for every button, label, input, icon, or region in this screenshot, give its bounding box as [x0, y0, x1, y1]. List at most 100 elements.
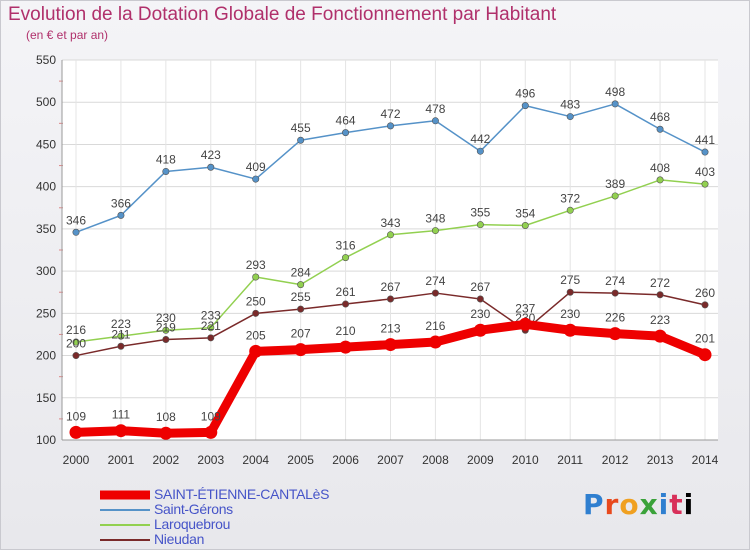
- data-point: [653, 329, 667, 343]
- data-point: [521, 102, 529, 110]
- data-label: 223: [111, 317, 131, 331]
- legend-item-saint-gerons: Saint-Gérons: [100, 501, 460, 517]
- x-tick-label: 2013: [647, 453, 674, 467]
- data-point: [162, 167, 170, 175]
- data-label: 403: [695, 165, 715, 179]
- data-point: [252, 175, 260, 183]
- data-point: [342, 254, 350, 262]
- data-label: 109: [201, 409, 221, 423]
- data-label: 274: [425, 274, 445, 288]
- chart-subtitle: (en € et par an): [26, 28, 109, 42]
- legend: SAINT-ÉTIENNE-CANTALèS Saint-Gérons Laro…: [100, 486, 460, 547]
- legend-item-saint-etienne-cantales: SAINT-ÉTIENNE-CANTALèS: [100, 486, 460, 502]
- data-point: [428, 335, 442, 349]
- data-point: [608, 327, 622, 341]
- data-label: 207: [291, 327, 311, 341]
- data-point: [518, 317, 532, 331]
- data-point: [656, 125, 664, 133]
- data-label: 216: [66, 323, 86, 337]
- data-point: [611, 289, 619, 297]
- data-point: [431, 289, 439, 297]
- data-label: 267: [380, 280, 400, 294]
- y-tick-label: 300: [36, 264, 56, 278]
- data-label: 496: [515, 87, 535, 101]
- data-label: 389: [605, 177, 625, 191]
- x-tick-label: 2002: [153, 453, 180, 467]
- data-label: 483: [560, 98, 580, 112]
- x-tick-label: 2010: [512, 453, 539, 467]
- data-label: 272: [650, 276, 670, 290]
- data-point: [162, 336, 170, 344]
- data-label: 205: [246, 328, 266, 342]
- data-point: [611, 192, 619, 200]
- y-tick-label: 250: [36, 306, 56, 320]
- x-tick-label: 2007: [377, 453, 404, 467]
- data-point: [342, 300, 350, 308]
- data-point: [72, 228, 80, 236]
- data-label: 226: [605, 311, 625, 325]
- data-label: 219: [156, 321, 176, 335]
- data-label: 418: [156, 152, 176, 166]
- data-point: [566, 288, 574, 296]
- data-label: 442: [470, 132, 490, 146]
- data-point: [72, 338, 80, 346]
- x-tick-label: 2000: [63, 453, 90, 467]
- data-point: [698, 348, 712, 362]
- data-point: [521, 222, 529, 230]
- data-label: 250: [246, 294, 266, 308]
- data-label: 316: [336, 239, 356, 253]
- data-point: [566, 206, 574, 214]
- data-label: 237: [515, 301, 535, 315]
- x-tick-label: 2012: [602, 453, 629, 467]
- data-point: [117, 342, 125, 350]
- data-label: 343: [380, 216, 400, 230]
- y-tick-label: 450: [36, 137, 56, 151]
- data-point: [204, 425, 218, 439]
- data-label: 464: [336, 114, 356, 128]
- data-label: 260: [695, 286, 715, 300]
- y-tick-label: 550: [36, 53, 56, 67]
- x-tick-label: 2009: [467, 453, 494, 467]
- data-label: 441: [695, 133, 715, 147]
- data-label: 221: [201, 319, 221, 333]
- data-point: [297, 136, 305, 144]
- data-label: 366: [111, 196, 131, 210]
- data-label: 455: [291, 121, 311, 135]
- data-label: 284: [291, 266, 311, 280]
- data-point: [701, 180, 709, 188]
- y-tick-label: 150: [36, 391, 56, 405]
- legend-swatch: [100, 508, 150, 511]
- data-point: [294, 343, 308, 357]
- data-point: [249, 344, 263, 358]
- legend-label: Laroquebrou: [154, 516, 231, 532]
- data-label: 472: [380, 107, 400, 121]
- data-point: [297, 305, 305, 313]
- data-point: [207, 163, 215, 171]
- data-point: [431, 117, 439, 125]
- data-label: 211: [111, 327, 130, 341]
- legend-label: Saint-Gérons: [154, 501, 233, 517]
- data-label: 223: [650, 313, 670, 327]
- data-label: 354: [515, 207, 535, 221]
- data-label: 261: [336, 285, 356, 299]
- data-point: [476, 147, 484, 155]
- data-label: 201: [695, 332, 715, 346]
- data-point: [476, 295, 484, 303]
- data-label: 409: [246, 160, 266, 174]
- data-point: [656, 176, 664, 184]
- data-point: [384, 338, 397, 352]
- data-point: [252, 309, 260, 317]
- data-point: [563, 323, 577, 337]
- y-tick-label: 500: [36, 95, 56, 109]
- x-tick-label: 2001: [108, 453, 135, 467]
- data-label: 274: [605, 274, 625, 288]
- data-label: 216: [425, 319, 445, 333]
- y-tick-label: 200: [36, 349, 56, 363]
- legend-swatch: [100, 490, 150, 499]
- data-label: 468: [650, 110, 670, 124]
- data-label: 275: [560, 273, 580, 287]
- data-label: 230: [470, 307, 490, 321]
- data-label: 109: [66, 409, 86, 423]
- data-label: 372: [560, 191, 580, 205]
